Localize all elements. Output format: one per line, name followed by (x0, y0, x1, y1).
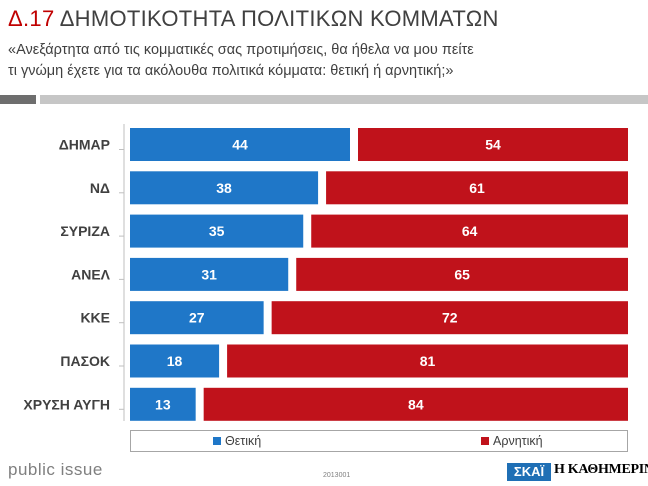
bar-negative (326, 171, 628, 205)
legend-item-positive: Θετική (213, 434, 261, 448)
bar-positive-label: 27 (189, 310, 205, 326)
bar-positive (130, 214, 304, 248)
chart-title: Δ.17 ΔΗΜΟΤΙΚΟΤΗΤΑ ΠΟΛΙΤΙΚΩΝ ΚΟΜΜΑΤΩΝ (8, 6, 499, 32)
bar-positive (130, 128, 350, 161)
bar-negative-label: 54 (485, 137, 501, 153)
subtitle-line-1: «Ανεξάρτητα από τις κομματικές σας προτι… (8, 42, 474, 58)
subtitle-line-2: τι γνώμη έχετε για τα ακόλουθα πολιτικά … (8, 63, 454, 79)
category-label: ΠΑΣΟΚ (60, 353, 110, 369)
bar-negative (311, 214, 628, 248)
bar-positive-label: 38 (216, 180, 232, 196)
bar-positive-label: 31 (201, 266, 217, 282)
legend-swatch-negative (481, 437, 489, 445)
bar-negative-label: 84 (408, 396, 424, 412)
bar-positive (130, 387, 196, 421)
header-rule-dark (0, 95, 36, 104)
bar-negative-label: 72 (442, 310, 458, 326)
legend-item-negative: Αρνητική (481, 434, 543, 448)
category-label: ΣΥΡΙΖΑ (60, 223, 110, 239)
title-text: ΔΗΜΟΤΙΚΟΤΗΤΑ ΠΟΛΙΤΙΚΩΝ ΚΟΜΜΑΤΩΝ (59, 6, 499, 31)
bar-chart: ΔΗΜΑΡ 44 54 ΝΔ 38 61 ΣΥΡΙΖΑ 35 64 ΑΝΕΛ 31 65 ΚΚΕ 27 72… (23, 124, 628, 421)
bar-negative-label: 65 (454, 266, 470, 282)
category-label: ΚΚΕ (80, 310, 110, 326)
category-label: ΔΗΜΑΡ (59, 137, 110, 153)
bar-positive-label: 18 (167, 353, 183, 369)
header-rule-light (40, 95, 648, 104)
bar-negative (358, 128, 628, 161)
category-label: ΧΡΥΣΗ ΑΥΓΗ (23, 396, 110, 412)
bar-negative-label: 81 (420, 353, 436, 369)
bar-negative (227, 344, 628, 378)
report-code: 2013001 (323, 472, 351, 479)
legend-swatch-positive (213, 437, 221, 445)
bar-positive (130, 301, 264, 335)
bar-positive (130, 257, 289, 291)
chart-legend: Θετική Αρνητική (130, 430, 628, 452)
bar-positive-label: 35 (209, 223, 225, 239)
category-label: ΝΔ (90, 180, 110, 196)
category-label: ΑΝΕΛ (71, 266, 111, 282)
bar-positive (130, 344, 220, 378)
bar-negative (203, 387, 628, 421)
brand-public-issue: public issue (8, 460, 103, 479)
kathimerini-logo: Η ΚΑΘΗΜΕΡΙΝΗ (554, 462, 648, 477)
bar-positive-label: 13 (155, 396, 171, 412)
bar-positive (130, 171, 319, 205)
skai-logo: ΣΚΑΪ (507, 463, 551, 481)
legend-label-positive: Θετική (225, 434, 262, 448)
chart-subtitle: «Ανεξάρτητα από τις κομματικές σας προτι… (8, 40, 628, 82)
title-number: Δ.17 (8, 6, 55, 31)
bar-negative-label: 61 (469, 180, 485, 196)
bar-negative (271, 301, 628, 335)
bar-positive-label: 44 (232, 137, 248, 153)
legend-label-negative: Αρνητική (493, 434, 543, 448)
bar-negative (296, 257, 628, 291)
bar-negative-label: 64 (462, 223, 478, 239)
